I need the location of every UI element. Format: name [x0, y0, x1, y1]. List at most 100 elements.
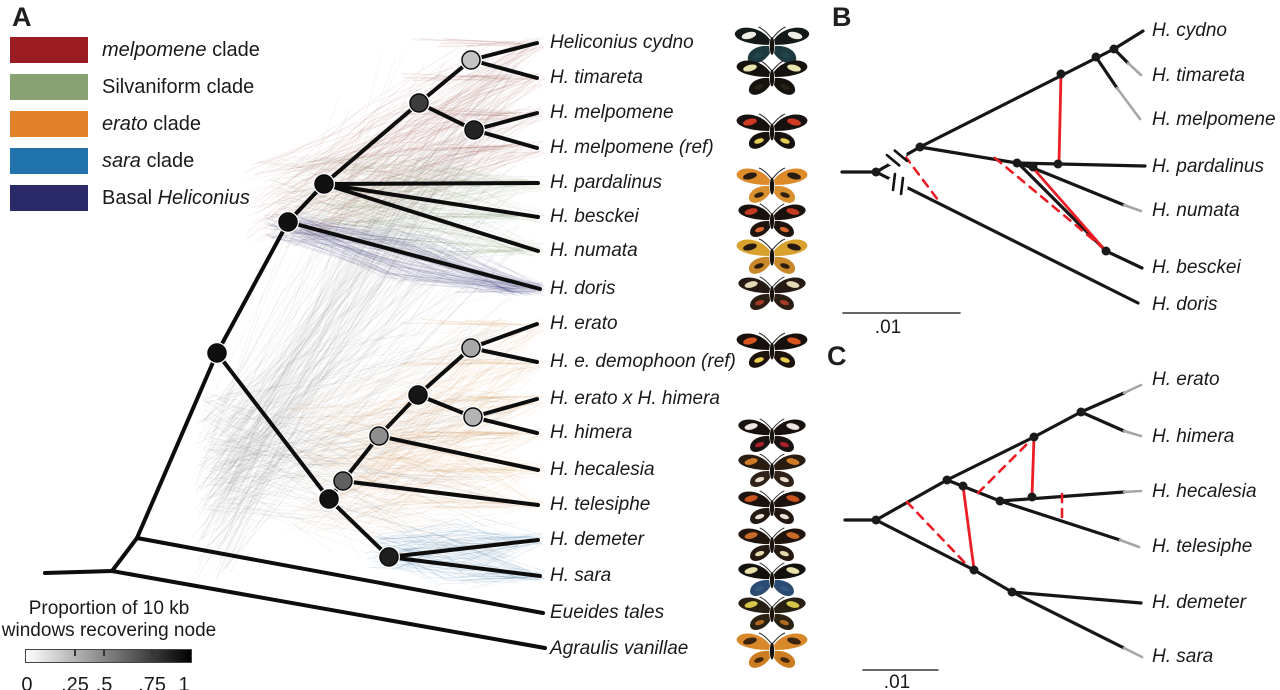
clade-label: melpomene clade [102, 39, 260, 62]
clade-label-segment: melpomene [102, 38, 207, 61]
legend-row: sara clade [10, 148, 260, 174]
gray-tip-segment [1122, 203, 1143, 213]
legend-row: melpomene clade [10, 37, 260, 63]
network-node-dot [1101, 246, 1111, 256]
gray-tip-segment [1118, 538, 1141, 549]
gradient-tick-mark [151, 650, 154, 656]
network-node-dot [1053, 159, 1063, 169]
legend-row: Silvaniform clade [10, 74, 260, 100]
butterfly-icon-h-doris [738, 276, 806, 311]
network-node-dot [1056, 69, 1066, 79]
clade-swatch [10, 37, 88, 63]
node-support-legend: Proportion of 10 kb windows recovering n… [0, 598, 218, 690]
support-node-dot [319, 489, 339, 509]
support-node-dot [464, 120, 484, 140]
support-node-dot [409, 93, 429, 113]
support-node-dot [207, 343, 227, 363]
gray-tip-segment [1126, 61, 1143, 77]
clade-swatch [10, 74, 88, 100]
butterfly-icon-agraulis-vanillae [736, 632, 808, 668]
clade-label: sara clade [102, 150, 194, 173]
butterfly-icon-h-besckei [738, 203, 806, 238]
clade-label: Silvaniform clade [102, 76, 254, 99]
butterfly-icon-heliconius-cydno [734, 26, 810, 64]
butterfly-icon-h-himera [738, 418, 806, 453]
clade-swatch [10, 185, 88, 211]
gradient-legend-title-line2: windows recovering node [1, 620, 217, 641]
support-node-dot [314, 174, 334, 194]
network-node-dot [1012, 158, 1022, 168]
gradient-tick-label: 1 [178, 674, 190, 690]
butterfly-column [734, 26, 810, 668]
network-node-dot [1091, 52, 1101, 62]
butterfly-icon-h-telesiphe [738, 490, 806, 525]
clade-label-segment: clade [206, 38, 260, 61]
melpomene-cloud [245, 35, 546, 251]
support-node-dot [278, 212, 298, 232]
clade-swatch [10, 148, 88, 174]
clade-label-segment: Basal [102, 186, 158, 209]
gradient-tick-label: .75 [138, 674, 166, 690]
clade-label-segment: Heliconius [157, 186, 250, 209]
introgression-edge-solid [961, 484, 976, 571]
support-node-dot [379, 547, 399, 567]
gradient-tick-mark [74, 650, 76, 656]
introgression-edge-solid [1031, 166, 1106, 251]
erato-cloud [280, 316, 546, 543]
introgression-edge-dashed [903, 154, 940, 202]
gray-tip-segment [1122, 383, 1143, 395]
butterfly-icon-h-numata [736, 238, 808, 274]
support-node-dot [408, 385, 428, 405]
network-node-dot [871, 167, 881, 177]
butterfly-icon-h-pardalinus [736, 167, 808, 203]
clade-swatch [10, 111, 88, 137]
introgression-edge-dashed [905, 500, 969, 567]
gray-tip-segment [1122, 489, 1143, 494]
network-node-dot [995, 496, 1005, 506]
network-node-dot [1109, 44, 1119, 54]
gradient-legend-title-line1: Proportion of 10 kb [28, 598, 190, 619]
clade-label: erato clade [102, 113, 201, 136]
legend-row: erato clade [10, 111, 260, 137]
gradient-tick-label: .5 [95, 674, 113, 690]
butterfly-icon-h-melpomene [736, 113, 808, 149]
gray-tip-segment [1115, 86, 1142, 121]
butterfly-icon-h-sara [738, 562, 806, 597]
network-node-dot [1028, 162, 1038, 172]
panel-c-network-tree [843, 383, 1144, 671]
gradient-tick-label: .25 [61, 674, 89, 690]
network-node-dot [1007, 587, 1017, 597]
clade-color-legend: melpomene clade Silvaniform clade erato cl… [10, 37, 260, 222]
panel-b-network-tree [840, 29, 1147, 314]
clade-label-segment: sara [102, 149, 141, 172]
support-node-dot [461, 338, 481, 358]
support-node-dot [333, 471, 353, 491]
panel-a-consensus-tree [43, 41, 547, 650]
clade-label-segment: clade [147, 112, 201, 135]
network-node-dot [1029, 432, 1039, 442]
network-node-dot [871, 515, 881, 525]
introgression-edge-dashed [993, 156, 1104, 249]
gradient-tick-mark [103, 650, 106, 656]
clade-label: Basal Heliconius [102, 187, 250, 210]
introgression-edge-solid [1030, 435, 1036, 498]
gray-cloud-upper [195, 53, 521, 580]
butterfly-icon-eueides-tales [738, 596, 806, 631]
network-node-dot [942, 475, 952, 485]
gradient-bar: 0 .25 .5 .75 1 [21, 649, 192, 690]
support-node-dot [461, 50, 481, 70]
clade-label-segment: erato [102, 112, 148, 135]
support-node-dot [369, 426, 389, 446]
clade-label-segment: Silvaniform clade [102, 75, 255, 98]
butterfly-icon-h-erato-demophoon [736, 332, 808, 368]
network-node-dot [915, 142, 925, 152]
gray-cloud-lower [196, 323, 520, 561]
introgression-edge-solid [1057, 72, 1063, 165]
panel-a-support-nodes [206, 49, 485, 568]
gray-tip-segment [1122, 646, 1144, 659]
legend-row: Basal Heliconius [10, 185, 260, 211]
butterfly-icon-h-timareta [736, 59, 808, 95]
gray-tip-segment [1122, 429, 1143, 438]
butterfly-icon-h-hecalesia [738, 453, 806, 488]
